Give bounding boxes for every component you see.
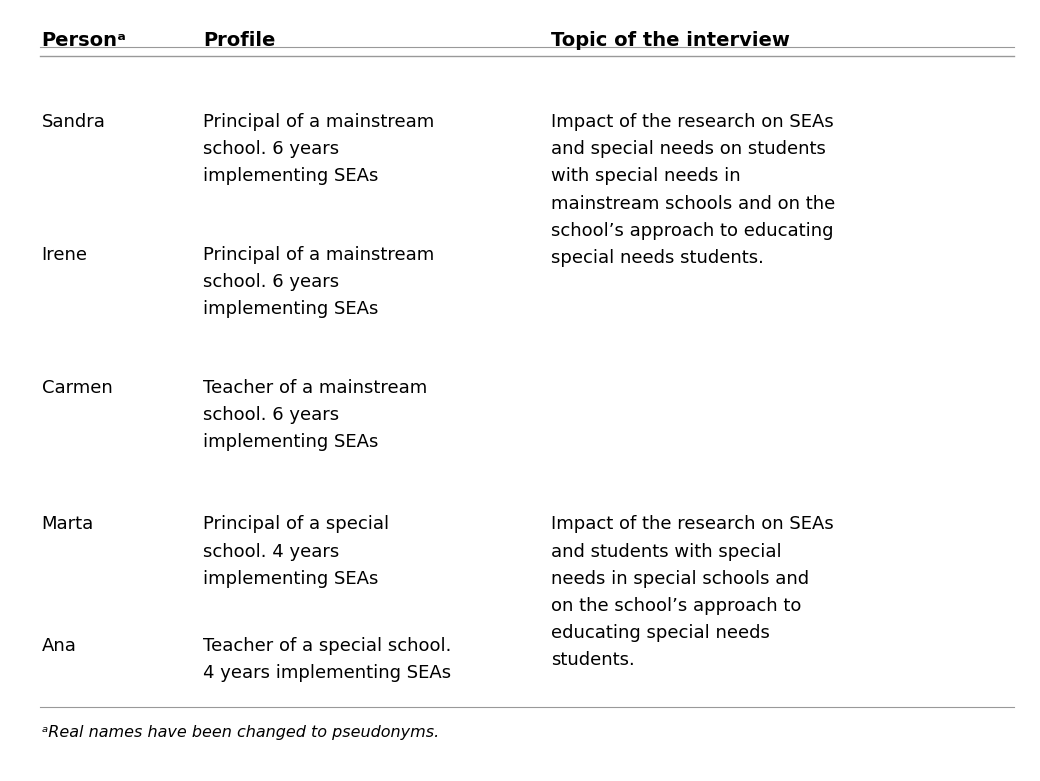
- Text: ᵃReal names have been changed to pseudonyms.: ᵃReal names have been changed to pseudon…: [42, 725, 439, 740]
- Text: Impact of the research on SEAs
and students with special
needs in special school: Impact of the research on SEAs and stude…: [551, 515, 834, 669]
- Text: Sandra: Sandra: [42, 113, 105, 131]
- Text: Teacher of a special school.
4 years implementing SEAs: Teacher of a special school. 4 years imp…: [203, 637, 451, 682]
- Text: Marta: Marta: [42, 515, 94, 533]
- Text: Principal of a mainstream
school. 6 years
implementing SEAs: Principal of a mainstream school. 6 year…: [203, 113, 434, 185]
- Text: Teacher of a mainstream
school. 6 years
implementing SEAs: Teacher of a mainstream school. 6 years …: [203, 379, 427, 451]
- Text: Profile: Profile: [203, 31, 276, 50]
- Text: Principal of a special
school. 4 years
implementing SEAs: Principal of a special school. 4 years i…: [203, 515, 389, 587]
- Text: Carmen: Carmen: [42, 379, 112, 397]
- Text: Impact of the research on SEAs
and special needs on students
with special needs : Impact of the research on SEAs and speci…: [551, 113, 835, 267]
- Text: Principal of a mainstream
school. 6 years
implementing SEAs: Principal of a mainstream school. 6 year…: [203, 246, 434, 318]
- Text: Personᵃ: Personᵃ: [42, 31, 127, 50]
- Text: Topic of the interview: Topic of the interview: [551, 31, 790, 50]
- Text: Ana: Ana: [42, 637, 77, 654]
- Text: Irene: Irene: [42, 246, 87, 264]
